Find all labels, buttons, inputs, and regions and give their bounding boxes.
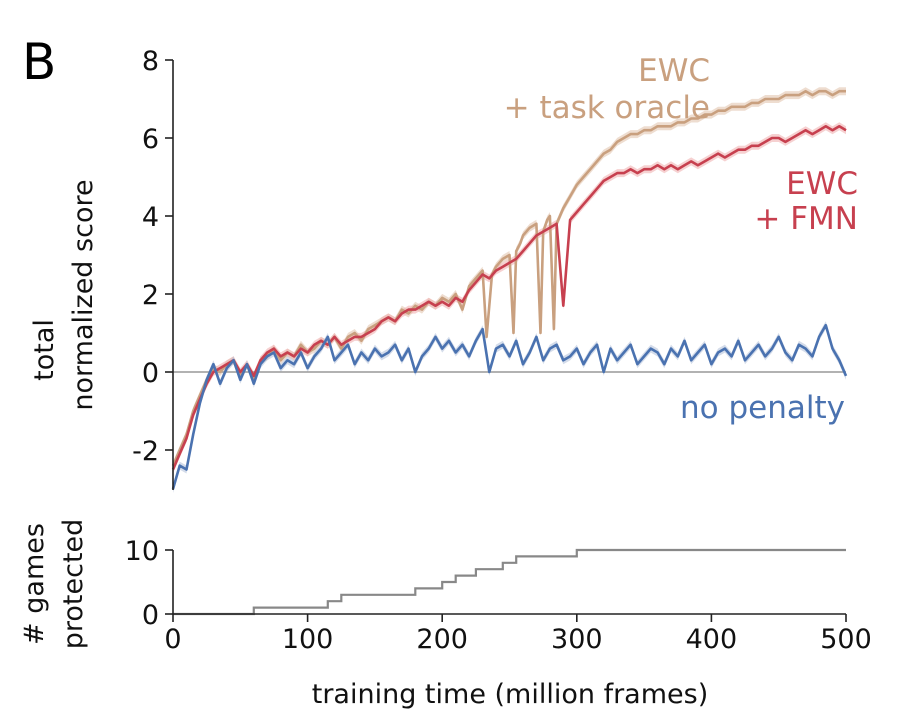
games-protected-series	[173, 548, 846, 616]
score-y-tick-label: 2	[142, 280, 159, 311]
time-x-tick-label: 0	[164, 624, 181, 655]
score-uncertainty-bands	[173, 87, 846, 493]
score-y-tick-label: 8	[142, 46, 159, 77]
games-y-axis-title-line2: protected	[58, 519, 89, 650]
time-x-ticks: 0 100 200 300 400 500	[164, 614, 872, 655]
legend-label-ewc-fmn-line2: + FMN	[754, 201, 858, 237]
score-series-lines	[171, 89, 848, 490]
score-plot: 8 6 4 2 0 -2 total normalized score EWC + tas…	[29, 46, 858, 493]
legend-label-ewc-fmn-line1: EWC	[786, 166, 858, 202]
score-y-axis-title-line1: total	[29, 319, 60, 381]
series-line-games-protected	[173, 548, 846, 616]
time-x-tick-label: 500	[820, 624, 872, 655]
time-x-tick-label: 100	[282, 624, 334, 655]
score-y-tick-label: -2	[132, 436, 159, 467]
games-y-tick-label: 0	[142, 600, 159, 631]
legend-label-ewc-task-oracle-line1: EWC	[638, 53, 710, 89]
time-x-tick-label: 400	[686, 624, 738, 655]
series-line-ewc-fmn	[171, 125, 847, 471]
score-y-ticks: 8 6 4 2 0 -2	[132, 46, 173, 467]
games-protected-plot: 10 0 0 100 200 300 400 500 # games protected t…	[19, 519, 872, 710]
games-y-axis-title-line1: # games	[19, 523, 50, 645]
games-y-tick-label: 10	[125, 536, 159, 567]
panel-letter: B	[22, 33, 56, 91]
legend-label-no-penalty: no penalty	[680, 390, 845, 426]
score-y-axis-title-line2: normalized score	[68, 179, 99, 410]
legend-label-ewc-task-oracle-line2: + task oracle	[504, 90, 710, 126]
score-y-tick-label: 0	[142, 358, 159, 389]
games-y-ticks: 10 0	[125, 536, 173, 631]
score-y-tick-label: 6	[142, 124, 159, 155]
time-x-tick-label: 200	[416, 624, 468, 655]
series-line-no-penalty	[171, 323, 848, 490]
time-x-tick-label: 300	[551, 624, 603, 655]
score-y-tick-label: 4	[142, 202, 159, 233]
x-axis-title: training time (million frames)	[312, 679, 708, 710]
